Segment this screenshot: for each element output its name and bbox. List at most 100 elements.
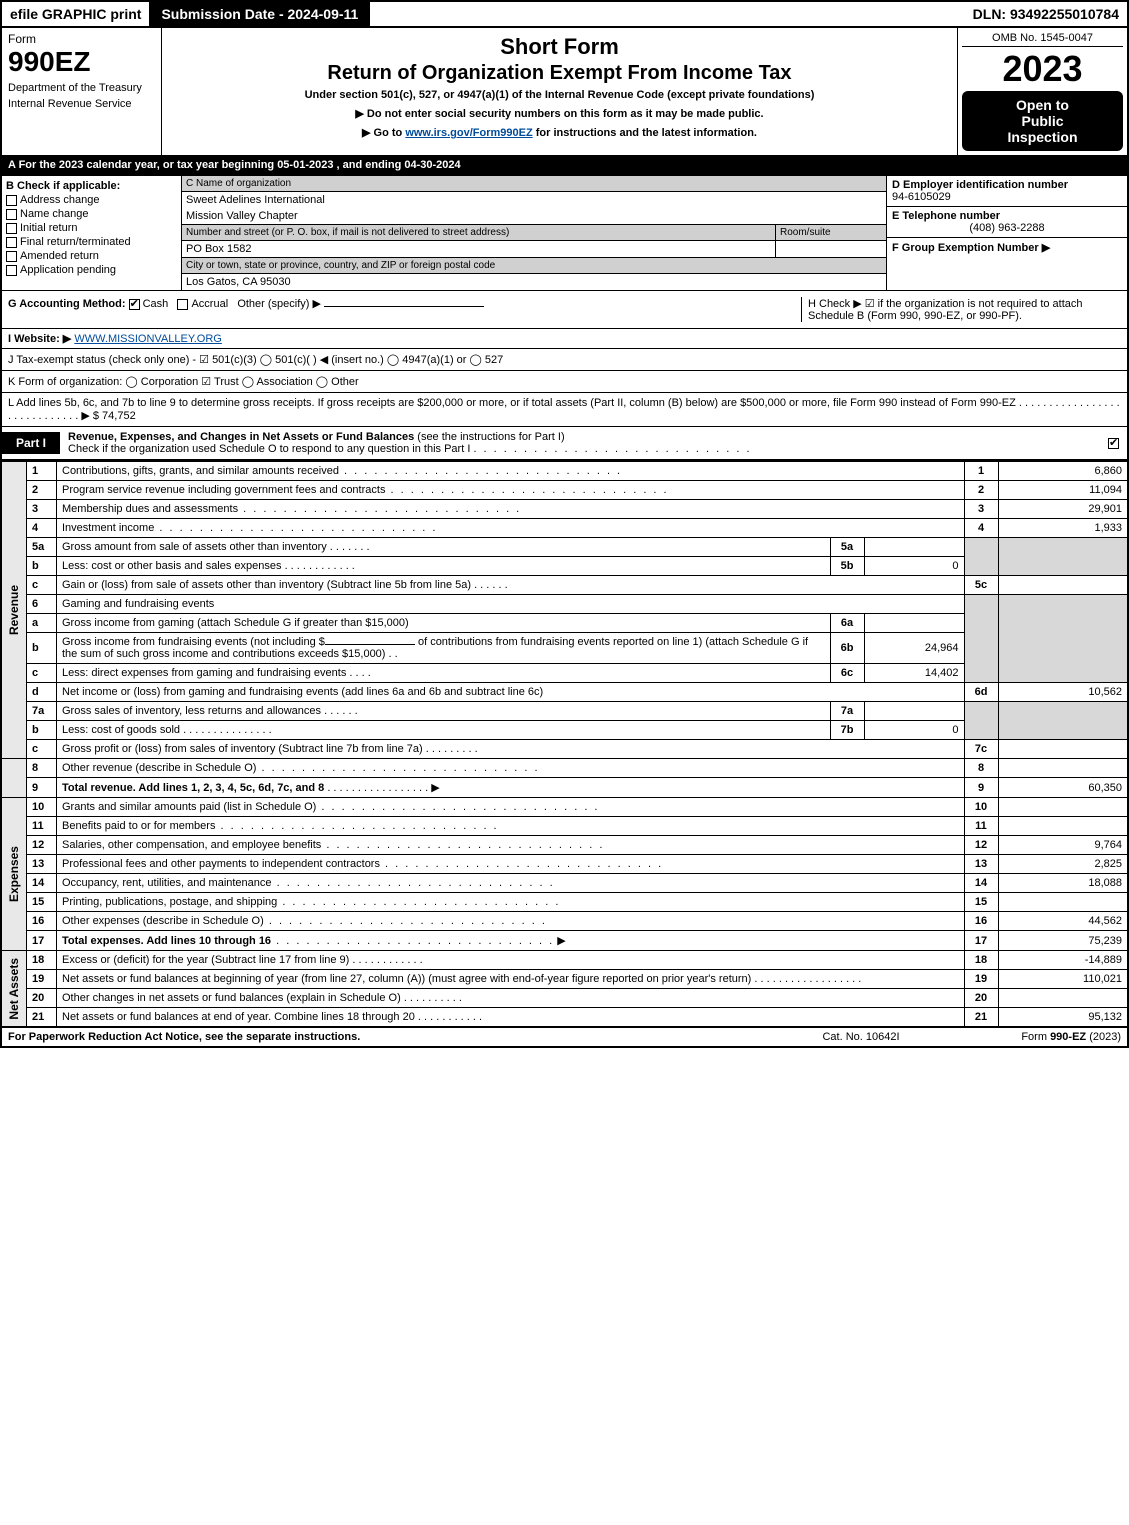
line-7b-subval: 0	[864, 721, 964, 740]
line-6b-sub: 6b	[830, 633, 864, 664]
irs-link[interactable]: www.irs.gov/Form990EZ	[405, 127, 532, 139]
line-18-num: 18	[27, 951, 57, 970]
netassets-side-label: Net Assets	[7, 958, 21, 1020]
footer-form-bold: 990-EZ	[1050, 1031, 1086, 1043]
line-11-desc: Benefits paid to or for members	[62, 820, 215, 832]
g-label: G Accounting Method:	[8, 298, 126, 310]
revenue-side-label: Revenue	[7, 585, 21, 635]
street-label: Number and street (or P. O. box, if mail…	[182, 225, 775, 241]
chk-initial-return[interactable]: Initial return	[6, 222, 177, 234]
row-l-gross-receipts: L Add lines 5b, 6c, and 7b to line 9 to …	[0, 393, 1129, 427]
line-5ab-shade-amt	[998, 538, 1128, 576]
row-k-form-org: K Form of organization: ◯ Corporation ☑ …	[0, 371, 1129, 393]
line-7ab-shade-box	[964, 702, 998, 740]
line-19-desc: Net assets or fund balances at beginning…	[62, 973, 751, 985]
form-header-right: OMB No. 1545-0047 2023 Open to Public In…	[957, 28, 1127, 155]
line-21-desc: Net assets or fund balances at end of ye…	[62, 1011, 415, 1023]
submission-date: Submission Date - 2024-09-11	[151, 2, 370, 26]
line-9-amount: 60,350	[998, 778, 1128, 798]
line-10-num: 10	[27, 798, 57, 817]
instr2-post: for instructions and the latest informat…	[533, 127, 757, 139]
line-5b-sub: 5b	[830, 557, 864, 576]
row-i-website: I Website: ▶ WWW.MISSIONVALLEY.ORG	[0, 329, 1129, 349]
chk-address-change[interactable]: Address change	[6, 194, 177, 206]
line-8-desc: Other revenue (describe in Schedule O)	[62, 762, 256, 774]
line-5c-amount	[998, 576, 1128, 595]
line-6a-subval	[864, 614, 964, 633]
top-bar: efile GRAPHIC print Submission Date - 20…	[0, 0, 1129, 28]
topbar-spacer	[370, 2, 964, 26]
line-3-num: 3	[27, 500, 57, 519]
line-6b-blank[interactable]	[325, 644, 415, 645]
part-1-schedule-o-checkbox[interactable]	[1103, 437, 1127, 449]
line-2-num: 2	[27, 481, 57, 500]
line-5b-subval: 0	[864, 557, 964, 576]
line-10-amount	[998, 798, 1128, 817]
line-5a-sub: 5a	[830, 538, 864, 557]
line-15-num: 15	[27, 893, 57, 912]
ssn-warning: ▶ Do not enter social security numbers o…	[168, 107, 951, 120]
line-5a-num: 5a	[27, 538, 57, 557]
line-12-amount: 9,764	[998, 836, 1128, 855]
chk-accrual[interactable]	[177, 299, 188, 310]
other-specify-input[interactable]	[324, 306, 484, 307]
line-7b-num: b	[27, 721, 57, 740]
open-line1: Open to	[966, 97, 1119, 113]
city-value: Los Gatos, CA 95030	[182, 274, 886, 290]
line-17-desc: Total expenses. Add lines 10 through 16	[62, 935, 271, 947]
line-7a-desc: Gross sales of inventory, less returns a…	[62, 705, 321, 717]
phone-label: E Telephone number	[892, 210, 1000, 222]
tax-year: 2023	[962, 51, 1123, 87]
website-link[interactable]: WWW.MISSIONVALLEY.ORG	[74, 333, 222, 345]
line-5a-subval	[864, 538, 964, 557]
website-label: I Website: ▶	[8, 333, 71, 345]
line-21-num: 21	[27, 1008, 57, 1027]
dept-treasury: Department of the Treasury	[8, 82, 155, 94]
row-l-text: L Add lines 5b, 6c, and 7b to line 9 to …	[8, 397, 1120, 422]
chk-final-return[interactable]: Final return/terminated	[6, 236, 177, 248]
line-5b-num: b	[27, 557, 57, 576]
line-9-num: 9	[27, 778, 57, 798]
line-6b-desc1: Gross income from fundraising events (no…	[62, 636, 325, 648]
line-8-box: 8	[964, 759, 998, 778]
chk-cash[interactable]	[129, 299, 140, 310]
section-b-title: B Check if applicable:	[6, 180, 120, 192]
room-label: Room/suite	[776, 225, 886, 241]
part-1-label: Part I	[2, 432, 60, 454]
line-10-desc: Grants and similar amounts paid (list in…	[62, 801, 316, 813]
form-header: Form 990EZ Department of the Treasury In…	[0, 28, 1129, 155]
line-7c-desc: Gross profit or (loss) from sales of inv…	[62, 743, 423, 755]
section-c-org-info: C Name of organization Sweet Adelines In…	[182, 176, 887, 290]
page-footer: For Paperwork Reduction Act Notice, see …	[0, 1027, 1129, 1048]
line-2-box: 2	[964, 481, 998, 500]
accrual-label: Accrual	[191, 298, 228, 310]
line-21-amount: 95,132	[998, 1008, 1128, 1027]
efile-print-label[interactable]: efile GRAPHIC print	[2, 2, 151, 26]
room-value	[776, 241, 886, 258]
org-name-2: Mission Valley Chapter	[182, 208, 886, 225]
chk-name-change[interactable]: Name change	[6, 208, 177, 220]
line-6a-sub: 6a	[830, 614, 864, 633]
form-label: Form	[8, 32, 155, 46]
chk-amended-return[interactable]: Amended return	[6, 250, 177, 262]
line-6-num: 6	[27, 595, 57, 614]
line-6d-desc: Net income or (loss) from gaming and fun…	[62, 686, 543, 698]
line-6d-amount: 10,562	[998, 683, 1128, 702]
org-name-1: Sweet Adelines International	[182, 192, 886, 208]
omb-number: OMB No. 1545-0047	[962, 32, 1123, 47]
line-19-amount: 110,021	[998, 970, 1128, 989]
return-title: Return of Organization Exempt From Incom…	[168, 62, 951, 85]
line-14-num: 14	[27, 874, 57, 893]
line-7c-amount	[998, 740, 1128, 759]
line-20-desc: Other changes in net assets or fund bala…	[62, 992, 401, 1004]
instr2-pre: ▶ Go to	[362, 127, 405, 139]
line-21-box: 21	[964, 1008, 998, 1027]
section-b-checkboxes: B Check if applicable: Address change Na…	[2, 176, 182, 290]
open-line2: Public	[966, 113, 1119, 129]
line-11-num: 11	[27, 817, 57, 836]
line-15-box: 15	[964, 893, 998, 912]
chk-application-pending[interactable]: Application pending	[6, 264, 177, 276]
dept-irs: Internal Revenue Service	[8, 98, 155, 110]
ein-value: 94-6105029	[892, 191, 951, 203]
line-16-num: 16	[27, 912, 57, 931]
